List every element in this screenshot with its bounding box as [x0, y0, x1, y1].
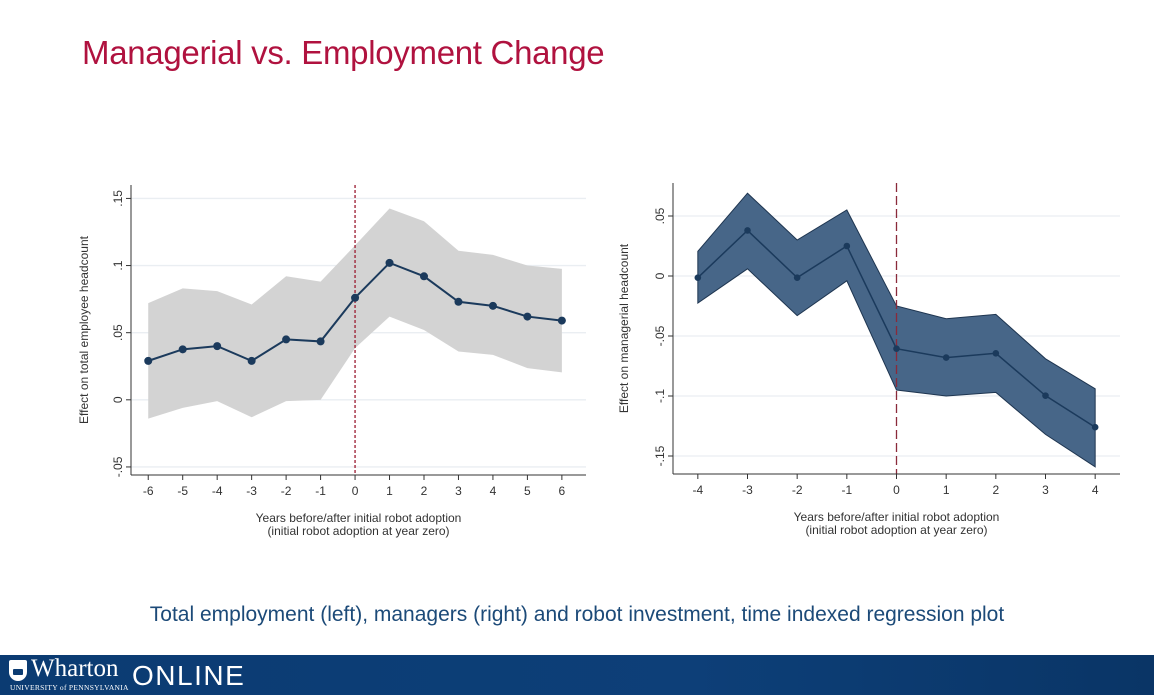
x-axis-subtitle: (initial robot adoption at year zero) [267, 524, 449, 538]
x-tick-label: -1 [315, 484, 326, 498]
data-point [419, 272, 428, 281]
penn-shield-icon [9, 660, 27, 681]
x-tick-label: -1 [841, 483, 852, 497]
data-point [744, 227, 751, 234]
x-tick-label: 4 [490, 484, 497, 498]
y-axis-title: Effect on total employee headcount [77, 235, 91, 424]
y-tick-label: -.05 [111, 456, 125, 477]
data-point [942, 354, 950, 361]
x-tick-label: 3 [455, 484, 462, 498]
x-tick-label: 0 [893, 483, 900, 497]
x-tick-label: -3 [246, 484, 257, 498]
x-tick-label: -2 [281, 484, 292, 498]
x-tick-label: -4 [212, 484, 223, 498]
x-tick-label: 4 [1092, 483, 1099, 497]
confidence-band [148, 208, 562, 419]
x-axis-subtitle: (initial robot adoption at year zero) [805, 523, 987, 537]
slide-caption: Total employment (left), managers (right… [149, 603, 1005, 626]
x-tick-label: 1 [943, 483, 950, 497]
wharton-logo-subtitle: UNIVERSITY of PENNSYLVANIA [10, 683, 129, 692]
online-label: ONLINE [132, 660, 246, 691]
y-tick-label: 0 [653, 272, 667, 279]
data-point [843, 242, 851, 250]
x-tick-label: -3 [742, 483, 753, 497]
x-tick-label: 3 [1042, 483, 1049, 497]
y-tick-label: .05 [653, 207, 667, 224]
employment-chart: -.05 0 .05 .1 .15 -6 -5 -4 -3 -2 -1 0 1 2 3 4 5 6 Years be… [77, 185, 586, 538]
data-point [694, 274, 702, 281]
x-tick-label: -4 [692, 483, 703, 497]
x-axis-title: Years before/after initial robot adoptio… [256, 511, 462, 525]
x-tick-label: -2 [792, 483, 803, 497]
managerial-chart: -.15 -.1 -.05 0 .05 -4 -3 -2 -1 0 1 2 3 4 Years before… [617, 183, 1120, 537]
data-point [351, 293, 360, 302]
x-tick-label: 2 [992, 483, 999, 497]
x-tick-label: 1 [386, 484, 393, 498]
data-point [893, 345, 900, 353]
data-point [992, 349, 1000, 357]
x-tick-label: -6 [143, 484, 154, 498]
y-tick-label: 0 [111, 396, 125, 403]
x-tick-label: 6 [559, 484, 566, 498]
data-point [454, 297, 463, 306]
data-point [213, 342, 222, 351]
y-tick-label: -.15 [653, 445, 667, 466]
y-tick-label: -.05 [653, 325, 667, 346]
y-axis-title: Effect on managerial headcount [617, 243, 631, 413]
data-point [316, 337, 325, 346]
data-point [523, 312, 532, 321]
data-point [144, 356, 153, 365]
x-axis-title: Years before/after initial robot adoptio… [794, 510, 1000, 524]
data-point [1091, 423, 1099, 431]
data-point [793, 274, 801, 281]
y-tick-label: .05 [111, 324, 125, 341]
footer-bar: Wharton UNIVERSITY of PENNSYLVANIA ONLIN… [0, 655, 1154, 695]
y-tick-label: -.1 [653, 389, 667, 403]
x-tick-label: 5 [524, 484, 531, 498]
y-tick-label: .1 [111, 260, 125, 270]
data-point [385, 258, 394, 267]
y-tick-label: .15 [111, 190, 125, 207]
x-tick-label: -5 [177, 484, 188, 498]
data-point [247, 356, 256, 365]
data-point [557, 316, 566, 325]
data-point [178, 345, 187, 354]
x-tick-label: 2 [421, 484, 428, 498]
wharton-logo: Wharton [31, 655, 119, 682]
data-point [282, 335, 291, 344]
slide-title: Managerial vs. Employment Change [82, 34, 605, 71]
data-point [1042, 392, 1049, 399]
x-tick-label: 0 [352, 484, 359, 498]
data-point [488, 301, 497, 310]
